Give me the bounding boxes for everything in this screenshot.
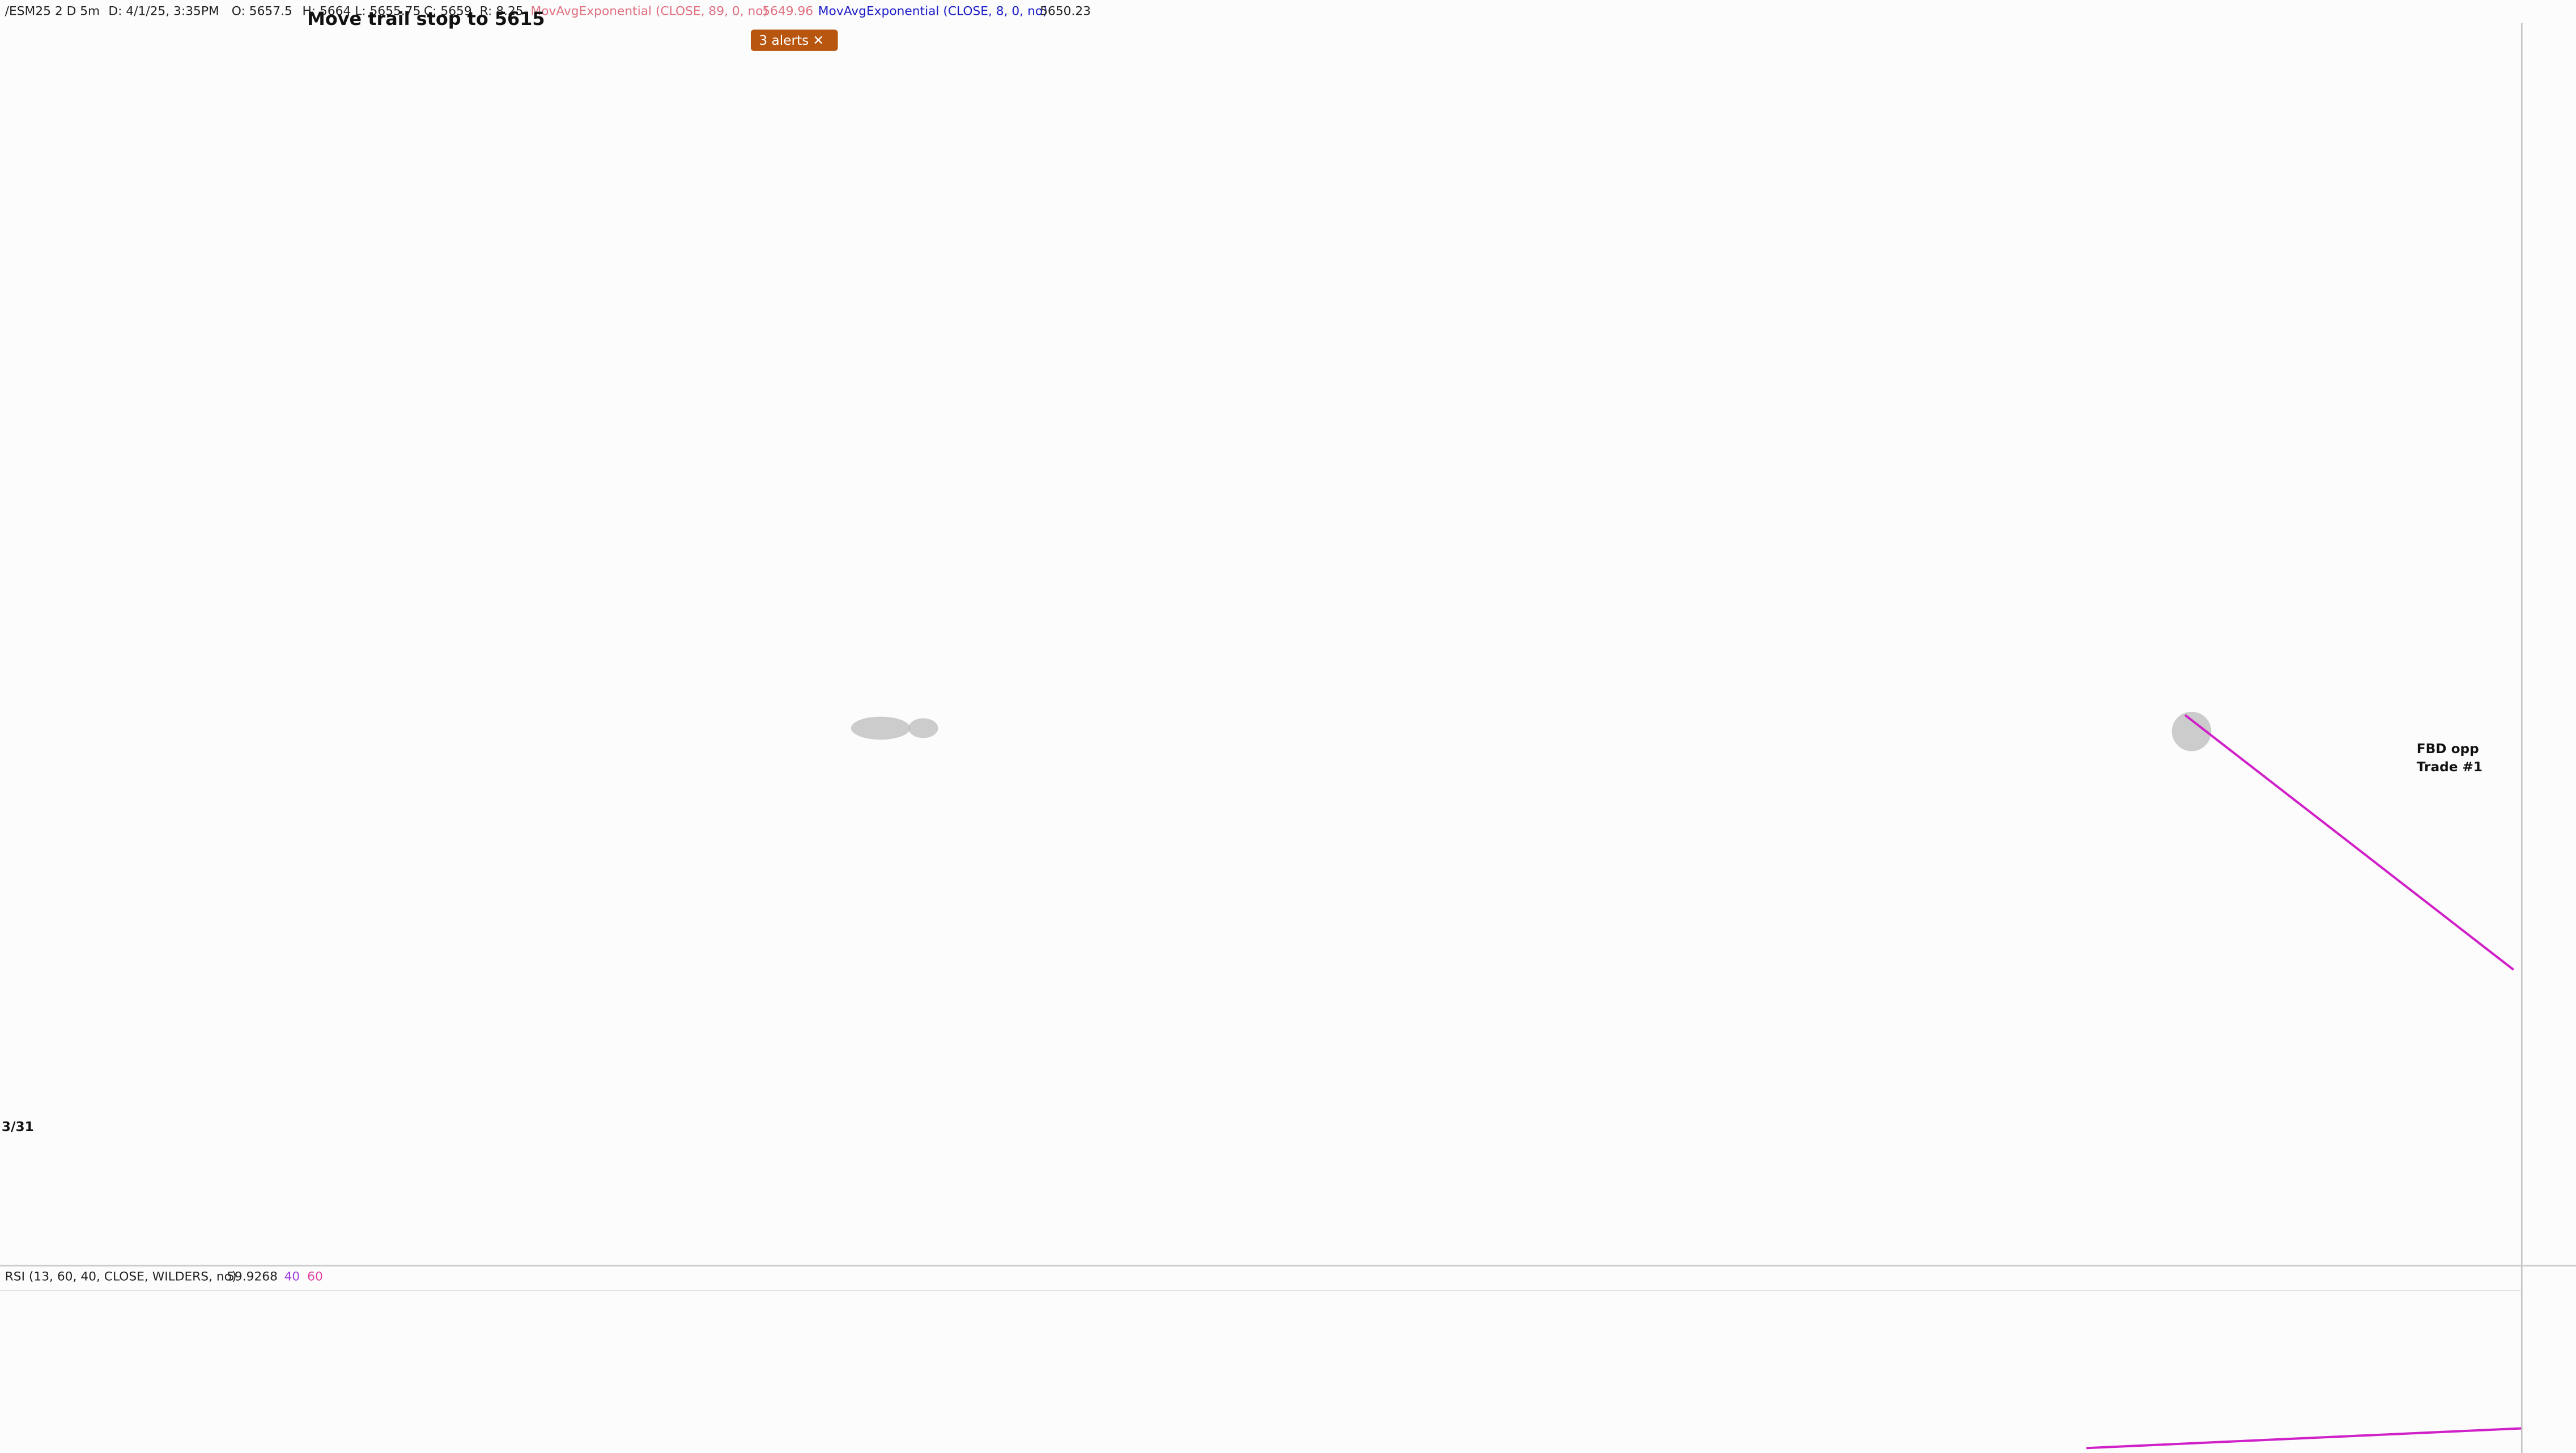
annotation: 3/31 — [2, 1119, 34, 1135]
bar-open: O: 5657.5 — [232, 4, 292, 18]
alerts-badge[interactable] — [750, 29, 838, 51]
study-value: 5650.23 — [1040, 4, 1091, 18]
bar-range: R: 8.25 — [480, 4, 524, 18]
rsi-level: 60 — [307, 1270, 323, 1284]
header-bar — [0, 0, 1101, 23]
trend-line — [2184, 714, 2515, 971]
rsi-title[interactable]: RSI (13, 60, 40, CLOSE, WILDERS, no) — [5, 1270, 237, 1284]
bar-close: C: 5659 — [424, 4, 472, 18]
highlight-ellipse — [2171, 711, 2212, 751]
bar-low: L: 5655.75 — [355, 4, 420, 18]
study-value: 5649.96 — [762, 4, 813, 18]
annotation: Trade #1 — [2417, 759, 2483, 775]
rsi-trend-line — [2086, 1427, 2522, 1450]
annotation: Move trail stop to 5615 — [307, 8, 545, 29]
rsi-level: 40 — [284, 1270, 300, 1284]
symbol[interactable]: /ESM25 2 D 5m — [5, 4, 100, 18]
highlight-ellipse — [851, 716, 911, 740]
highlight-ellipse — [908, 718, 938, 738]
annotation: FBD opp — [2417, 741, 2479, 757]
alerts-badge-text[interactable]: 3 alerts ✕ — [759, 33, 824, 48]
study-label[interactable]: MovAvgExponential (CLOSE, 8, 0, no) — [818, 4, 1048, 18]
study-label[interactable]: MovAvgExponential (CLOSE, 89, 0, no) — [530, 4, 768, 18]
bar-high: H: 5664 — [302, 4, 351, 18]
rsi-value: 59.9268 — [227, 1270, 278, 1284]
bar-date: D: 4/1/25, 3:35PM — [108, 4, 219, 18]
